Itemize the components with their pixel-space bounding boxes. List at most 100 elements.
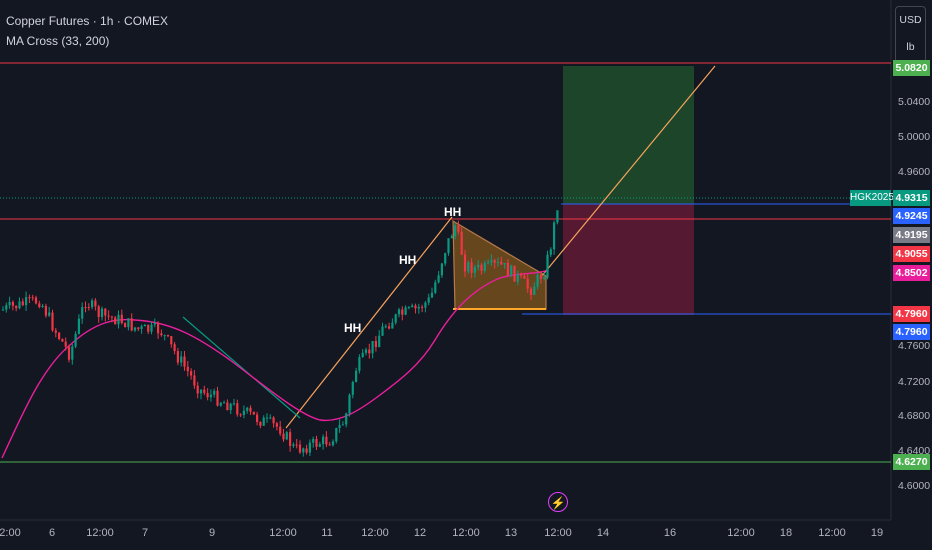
candle-body xyxy=(355,370,358,382)
candle-body xyxy=(444,253,447,264)
candle-body xyxy=(473,267,476,273)
time-tick: 16 xyxy=(663,527,677,539)
candle-body xyxy=(487,262,490,264)
candle-body xyxy=(31,297,34,299)
candle-body xyxy=(51,312,54,331)
candle-body xyxy=(414,305,417,309)
candle-body xyxy=(15,305,18,309)
candle-body xyxy=(77,318,80,334)
candle-body xyxy=(275,423,278,427)
candle-body xyxy=(163,335,166,337)
candle-body xyxy=(500,261,503,265)
candle-body xyxy=(107,315,110,317)
candle-body xyxy=(477,264,480,268)
candle-body xyxy=(104,308,107,316)
candle-body xyxy=(510,265,513,276)
candle-body xyxy=(54,330,57,333)
candle-body xyxy=(298,444,302,453)
candle-body xyxy=(335,428,338,442)
candle-body xyxy=(384,326,387,328)
candle-body xyxy=(143,324,146,327)
candle-body xyxy=(391,322,394,329)
candle-body xyxy=(209,394,212,398)
candle-body xyxy=(11,301,14,306)
unit-label[interactable]: lb xyxy=(906,41,915,53)
candle-body xyxy=(183,356,186,367)
lightning-icon[interactable]: ⚡ xyxy=(548,492,568,512)
candle-body xyxy=(526,278,529,289)
candle-body xyxy=(94,300,97,307)
price-label-last: 4.9315 xyxy=(893,190,930,206)
price-tick: 4.6000 xyxy=(898,480,931,492)
candle-body xyxy=(196,385,199,394)
candle-body xyxy=(269,417,272,419)
candle-body xyxy=(411,305,414,308)
time-tick: 14 xyxy=(596,527,610,539)
candle-body xyxy=(556,210,559,223)
candle-body xyxy=(506,262,509,276)
chart-title[interactable]: Copper Futures · 1h · COMEX xyxy=(6,14,169,28)
candle-body xyxy=(503,262,506,265)
candle-body xyxy=(110,316,113,318)
time-tick: 12:00 xyxy=(727,527,755,539)
candle-body xyxy=(490,260,493,263)
candle-body xyxy=(157,323,160,334)
indicator-label[interactable]: MA Cross (33, 200) xyxy=(6,34,110,48)
candle-body xyxy=(348,394,351,414)
candle-body xyxy=(351,381,354,395)
candle-body xyxy=(124,323,127,328)
candle-body xyxy=(21,301,24,306)
candle-body xyxy=(216,390,219,406)
candle-body xyxy=(394,314,397,323)
price-tick: 5.0400 xyxy=(898,96,931,108)
candle-body xyxy=(100,308,104,318)
candle-body xyxy=(463,254,467,272)
candle-body xyxy=(64,341,67,347)
time-tick: 18 xyxy=(779,527,793,539)
candle-body xyxy=(322,436,325,445)
triangle-pattern xyxy=(452,219,547,310)
profit-zone xyxy=(563,66,694,204)
candle-body xyxy=(513,265,516,282)
ma-slow-line xyxy=(1,269,549,459)
time-tick: 2:00 xyxy=(0,527,21,539)
candle-body xyxy=(457,225,460,232)
candle-body xyxy=(140,326,143,329)
time-tick: 11 xyxy=(321,527,333,539)
candle-body xyxy=(529,288,533,295)
candle-body xyxy=(252,411,255,415)
candle-body xyxy=(447,238,450,254)
candle-body xyxy=(374,341,377,348)
candle-body xyxy=(44,305,47,316)
candle-body xyxy=(295,444,298,446)
candle-body xyxy=(166,335,170,337)
candle-body xyxy=(91,300,94,308)
candle-body xyxy=(421,306,424,308)
candle-body xyxy=(533,286,536,295)
candle-body xyxy=(338,425,341,429)
candle-body xyxy=(130,318,133,331)
candle-body xyxy=(331,441,335,446)
candle-body xyxy=(437,275,440,283)
candle-body xyxy=(401,309,404,315)
candle-body xyxy=(81,307,84,319)
candle-body xyxy=(315,438,318,447)
candle-body xyxy=(312,438,315,443)
time-tick: 12:00 xyxy=(818,527,846,539)
currency-label[interactable]: USD xyxy=(899,14,922,26)
candle-body xyxy=(553,222,556,250)
candle-body xyxy=(378,335,381,348)
candle-body xyxy=(417,306,420,309)
candle-body xyxy=(28,297,31,299)
candle-body xyxy=(520,273,523,276)
candle-body xyxy=(345,413,348,425)
candle-body xyxy=(153,323,156,325)
unit-selector[interactable]: USD lb xyxy=(895,6,926,63)
candle-body xyxy=(440,263,443,276)
price-tick: 4.7600 xyxy=(898,340,931,352)
candle-body xyxy=(427,297,430,303)
candle-body xyxy=(71,346,74,360)
time-tick: 19 xyxy=(870,527,884,539)
chart-legend: Copper Futures · 1h · COMEX MA Cross (33… xyxy=(6,11,168,51)
